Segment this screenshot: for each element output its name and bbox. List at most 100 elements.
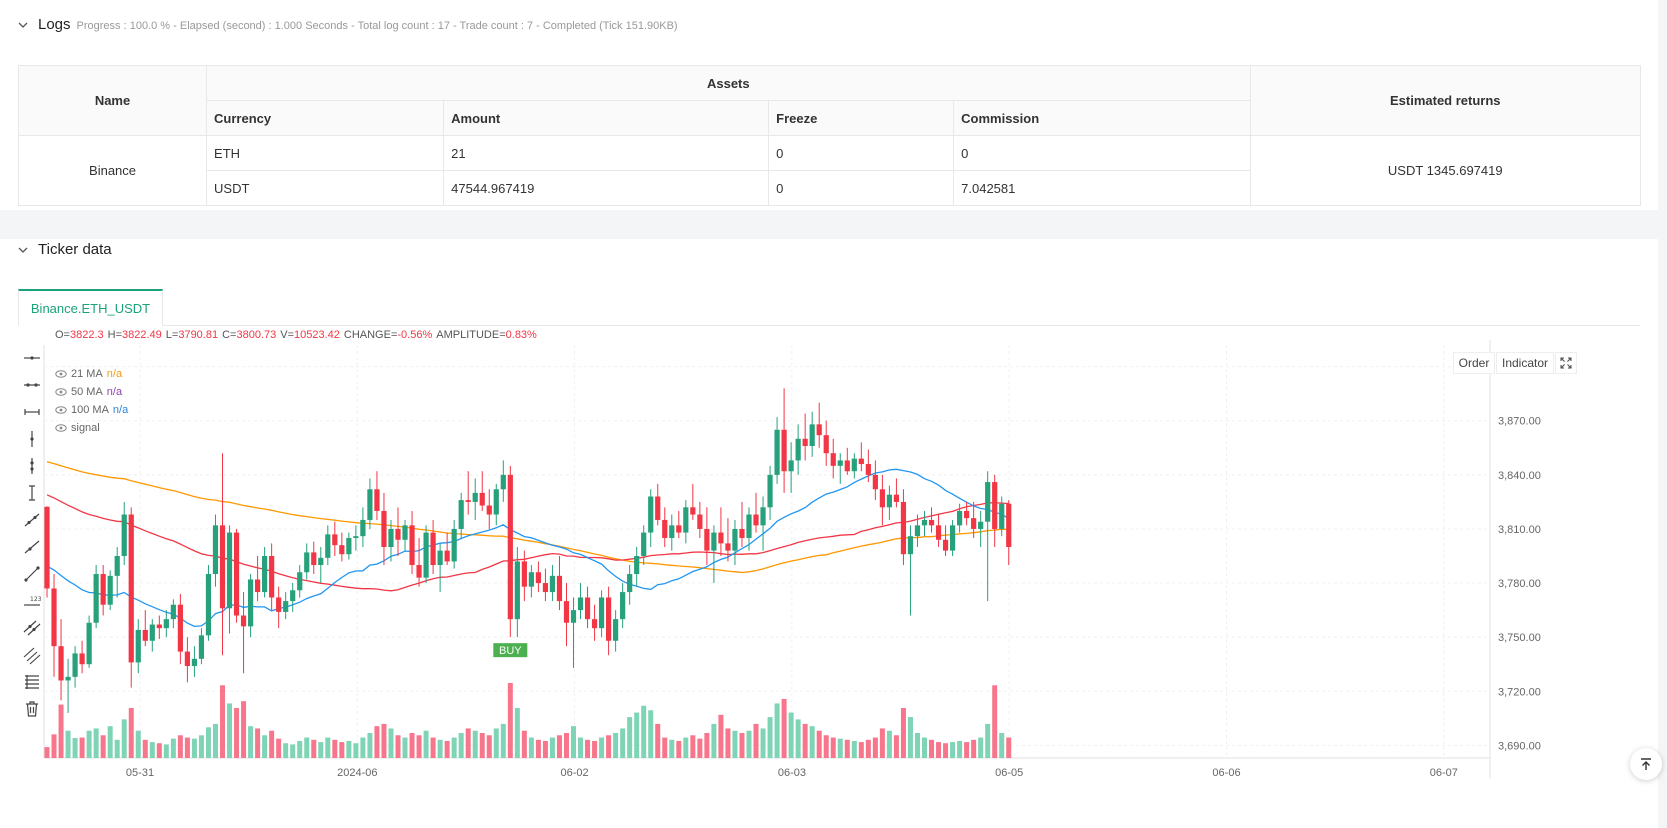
volume-bar	[248, 726, 254, 758]
eye-icon[interactable]	[55, 424, 67, 432]
volume-bar	[500, 723, 506, 758]
ohlc-readout: O= 3822.3 H= 3822.49 L= 3790.81 C= 3800.73 V…	[55, 329, 537, 341]
candle-body	[725, 543, 731, 551]
eye-icon[interactable]	[55, 388, 67, 396]
volume-bar	[851, 740, 857, 758]
volume-bar	[353, 743, 359, 758]
volume-bar	[683, 737, 689, 758]
volume-bar	[964, 742, 970, 758]
price-channel-icon[interactable]	[22, 645, 42, 665]
volume-bar	[676, 740, 682, 758]
volume-bar	[451, 737, 457, 758]
volume-bar	[212, 723, 218, 758]
vertical-segment-icon[interactable]	[22, 483, 42, 503]
x-tick-label: 06-07	[1430, 767, 1458, 779]
candle-body	[409, 525, 415, 566]
vertical-ray-icon[interactable]	[22, 456, 42, 476]
legend-50ma[interactable]: 50 MA n/a	[55, 386, 122, 398]
volume-bar	[690, 735, 696, 758]
volume-bar	[163, 744, 169, 758]
candle-body	[163, 619, 169, 629]
candle-body	[128, 514, 134, 663]
volume-bar	[409, 733, 415, 758]
segment-line-icon[interactable]	[22, 564, 42, 584]
fibonacci-icon[interactable]	[22, 672, 42, 692]
vertical-line-icon[interactable]	[22, 429, 42, 449]
price-line-icon[interactable]: 123	[22, 591, 42, 611]
volume-bar	[269, 730, 275, 758]
ohlc-high: 3822.49	[122, 329, 162, 341]
exchange-cell: Binance	[17, 135, 208, 206]
chevron-down-icon[interactable]	[18, 245, 28, 255]
ohlc-low: 3790.81	[178, 329, 219, 341]
trend-line-icon[interactable]	[22, 510, 42, 530]
volume-bar	[1006, 737, 1012, 758]
legend-100ma[interactable]: 100 MA n/a	[55, 404, 128, 416]
y-tick-label: 3,810.00	[1498, 524, 1541, 536]
candle-body	[262, 556, 268, 593]
volume-bar	[170, 738, 176, 758]
volume-bar	[395, 735, 401, 758]
ray-line-icon[interactable]	[22, 537, 42, 557]
trash-icon[interactable]	[22, 699, 42, 719]
candle-body	[135, 629, 141, 663]
eye-icon[interactable]	[55, 406, 67, 414]
candle-body	[641, 532, 647, 557]
candle-body	[458, 500, 464, 529]
back-to-top-button[interactable]	[1630, 748, 1662, 780]
candle-body	[247, 579, 254, 627]
horizontal-segment-icon[interactable]	[22, 402, 42, 422]
candle-body	[233, 532, 240, 616]
candle-body	[205, 574, 212, 636]
volume-bar	[830, 737, 836, 758]
horizontal-line-icon[interactable]	[22, 348, 42, 368]
candle-body	[634, 556, 640, 575]
candle-body	[114, 556, 120, 576]
volume-bar	[978, 737, 984, 758]
volume-bar	[535, 739, 541, 758]
fullscreen-button[interactable]	[1555, 352, 1577, 374]
candle-body	[985, 482, 991, 522]
candle-body	[507, 474, 513, 620]
column-header: Amount	[443, 100, 770, 136]
logs-header[interactable]: Logs Progress : 100.0 % - Elapsed (secon…	[18, 16, 678, 33]
volume-bar	[725, 728, 731, 758]
volume-bar	[556, 735, 562, 758]
chevron-down-icon[interactable]	[18, 20, 28, 30]
candle-body	[739, 528, 745, 538]
legend-21ma[interactable]: 21 MA n/a	[55, 368, 122, 380]
horizontal-ray-icon[interactable]	[22, 375, 42, 395]
candle-body	[718, 532, 724, 544]
ticker-header[interactable]: Ticker data	[18, 241, 112, 258]
volume-bar	[360, 737, 366, 758]
volume-bar	[297, 740, 303, 758]
legend-signal[interactable]: signal	[55, 422, 100, 434]
volume-bar	[655, 723, 661, 758]
order-button[interactable]: Order	[1453, 352, 1495, 374]
candle-body	[907, 536, 914, 555]
parallel-line-icon[interactable]	[22, 618, 42, 638]
volume-bar	[79, 737, 85, 758]
candle-body	[577, 597, 584, 611]
volume-bar	[283, 743, 289, 758]
tab-binance-eth-usdt[interactable]: Binance.ETH_USDT	[18, 289, 163, 326]
volume-bar	[241, 701, 247, 758]
candle-body	[219, 525, 226, 609]
volume-bar	[234, 708, 240, 758]
candle-body	[381, 510, 387, 547]
candle-body	[542, 583, 549, 593]
indicator-button[interactable]: Indicator	[1496, 352, 1554, 374]
volume-bar	[479, 733, 485, 758]
candle-body	[423, 532, 429, 578]
legend-label: signal	[71, 422, 100, 434]
volume-bar	[65, 730, 71, 758]
eye-icon[interactable]	[55, 370, 67, 378]
candle-body	[353, 536, 359, 538]
volume-bar	[381, 723, 387, 758]
volume-bar	[767, 717, 773, 758]
candle-body	[942, 539, 949, 551]
candle-body	[683, 507, 689, 533]
candle-body	[767, 474, 773, 508]
commission-cell: 0	[953, 135, 1251, 171]
